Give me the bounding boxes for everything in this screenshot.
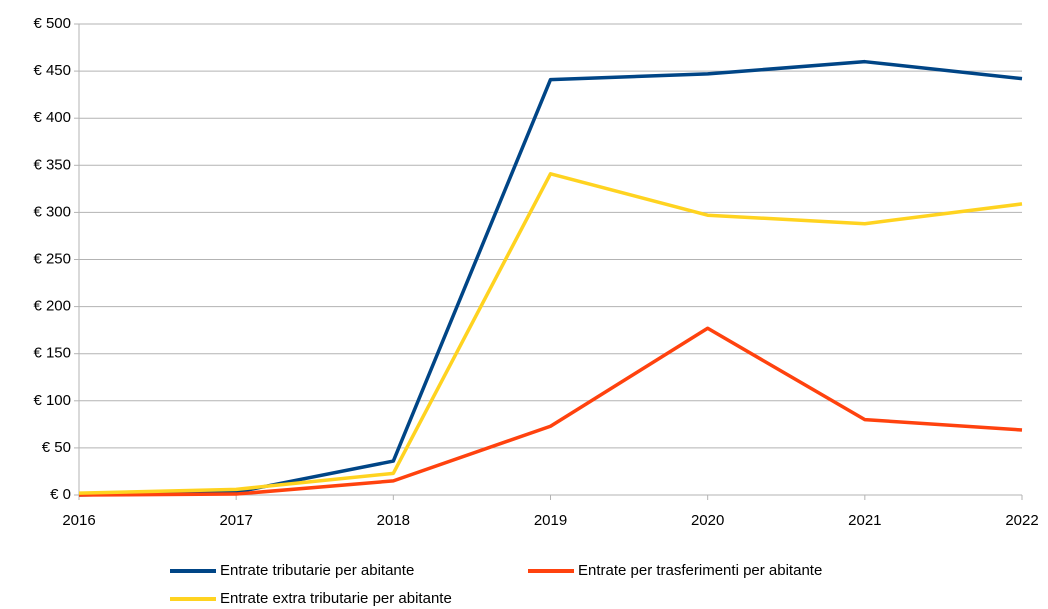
x-tick-label: 2020: [691, 512, 724, 529]
y-tick-label: € 0: [50, 486, 71, 503]
y-tick-label: € 300: [33, 203, 71, 220]
x-tick-label: 2019: [534, 512, 567, 529]
y-tick-label: € 100: [33, 392, 71, 409]
legend-label: Entrate extra tributarie per abitante: [220, 590, 452, 607]
y-tick-label: € 350: [33, 156, 71, 173]
y-tick-label: € 250: [33, 250, 71, 267]
y-tick-label: € 500: [33, 15, 71, 32]
y-tick-label: € 150: [33, 345, 71, 362]
x-tick-label: 2021: [848, 512, 881, 529]
x-tick-label: 2022: [1005, 512, 1038, 529]
series-line: [78, 59, 1023, 497]
series-line: [78, 326, 1023, 497]
y-tick-label: € 400: [33, 109, 71, 126]
legend-label: Entrate per trasferimenti per abitante: [578, 562, 822, 579]
y-tick-label: € 50: [42, 439, 71, 456]
legend-label: Entrate tributarie per abitante: [220, 562, 414, 579]
y-tick-label: € 450: [33, 62, 71, 79]
x-tick-label: 2018: [377, 512, 410, 529]
series-line: [78, 172, 1023, 495]
y-tick-label: € 200: [33, 298, 71, 315]
x-tick-label: 2016: [62, 512, 95, 529]
x-tick-label: 2017: [219, 512, 252, 529]
